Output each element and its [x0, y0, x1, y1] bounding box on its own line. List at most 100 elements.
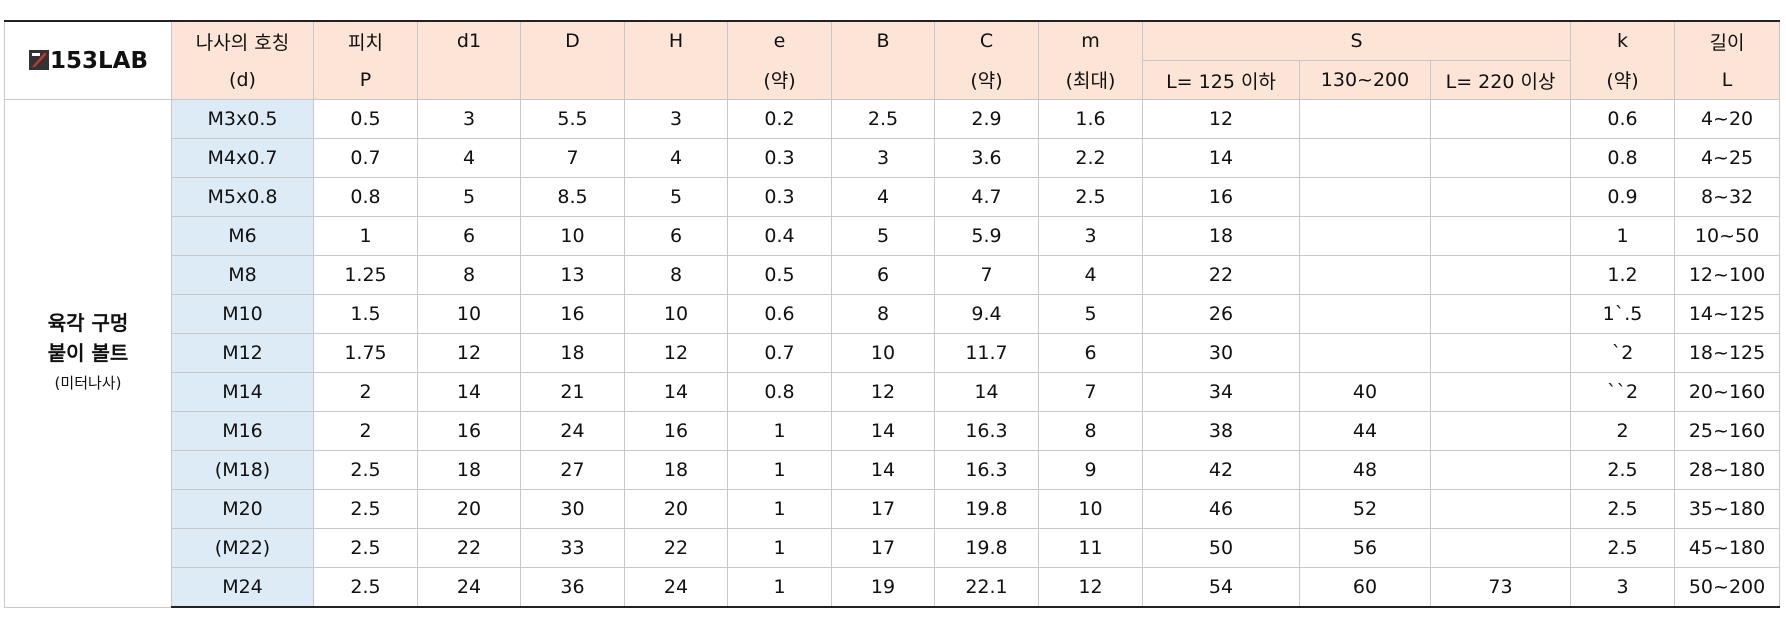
table-cell: 6: [1038, 333, 1143, 373]
table-cell: 8: [1038, 411, 1143, 451]
header-cell: 나사의 호칭: [171, 20, 314, 61]
table-row: M4x0.7 0.7 4 7 4 0.3 3 3.6 2.2 14 0.8 4~25: [5, 138, 1781, 178]
table-cell: 5: [417, 177, 521, 217]
table-cell: [1429, 294, 1572, 334]
table-cell: 0.8: [1570, 138, 1676, 178]
header-cell: D: [520, 20, 625, 61]
table-cell: [1429, 411, 1572, 451]
table-cell: 24: [417, 567, 521, 608]
table-cell: 4: [417, 138, 521, 178]
table-cell: 0.7: [313, 138, 418, 178]
table-cell: 4: [624, 138, 728, 178]
table-cell: [1429, 138, 1572, 178]
table-cell: 40: [1299, 372, 1431, 412]
table-cell: [1429, 99, 1572, 139]
table-cell: 9.4: [934, 294, 1039, 334]
table-cell: 8: [417, 255, 521, 295]
table-cell: 16.3: [934, 411, 1039, 451]
header-subcell: (약): [1570, 60, 1676, 100]
table-cell: 10: [520, 216, 625, 256]
table-cell: 3: [1038, 216, 1143, 256]
table-row: 육각 구멍 붙이 볼트 (미터나사) M3x0.5 0.5 3 5.5 3 0.2 2.5 2.9 1…: [4, 99, 1781, 608]
table-cell: 73: [1429, 567, 1572, 608]
table-cell: 18: [1142, 216, 1300, 256]
table-cell: 1: [727, 567, 832, 608]
table-cell: 3: [624, 99, 728, 139]
table-cell: [1299, 177, 1431, 217]
table-row: (M18) 2.5 18 27 18 1 14 16.3 9 42 48 2.5 28~180: [5, 450, 1781, 490]
table-cell: 10: [1038, 489, 1143, 529]
table-cell: [1429, 255, 1572, 295]
thread-name: M6: [171, 216, 314, 256]
table-cell: 0.8: [313, 177, 418, 217]
table-cell: 22.1: [934, 567, 1039, 608]
table-cell: 5: [1038, 294, 1143, 334]
thread-name: M16: [171, 411, 314, 451]
logo-text: 153LAB: [50, 47, 148, 74]
table-cell: 16: [1142, 177, 1300, 217]
table-cell: [1429, 333, 1572, 373]
table-cell: 48: [1299, 450, 1431, 490]
table-cell: 1: [727, 450, 832, 490]
table-cell: 35~180: [1674, 489, 1781, 529]
table-cell: 2: [313, 411, 418, 451]
table-cell: 2.5: [313, 528, 418, 568]
table-cell: 2.5: [1038, 177, 1143, 217]
logo-cell: 153LAB: [4, 20, 172, 100]
table-cell: 0.8: [727, 372, 832, 412]
table-cell: 1: [1570, 216, 1676, 256]
table-cell: [1299, 138, 1431, 178]
table-cell: 18: [520, 333, 625, 373]
table-cell: 0.6: [1570, 99, 1676, 139]
table-cell: 6: [624, 216, 728, 256]
table-cell: 33: [520, 528, 625, 568]
table-cell: 18: [624, 450, 728, 490]
table-cell: 50~200: [1674, 567, 1781, 608]
table-cell: 1.75: [313, 333, 418, 373]
table-cell: 3: [831, 138, 935, 178]
table-row: M12 1.75 12 18 12 0.7 10 11.7 6 30 `2 18~125: [5, 333, 1781, 373]
table-cell: 16: [624, 411, 728, 451]
header-cell: C: [934, 20, 1039, 61]
table-row: M16 2 16 24 16 1 14 16.3 8 38 44 2 25~160: [5, 411, 1781, 451]
thread-name: M24: [171, 567, 314, 608]
table-cell: 5: [624, 177, 728, 217]
table-cell: 52: [1299, 489, 1431, 529]
table-cell: ``2: [1570, 372, 1676, 412]
header-cell: H: [624, 20, 728, 61]
table-cell: 0.6: [727, 294, 832, 334]
table-cell: 22: [417, 528, 521, 568]
category-note: (미터나사): [54, 374, 122, 393]
header-subcell: (약): [934, 60, 1039, 100]
header-cell: d1: [417, 20, 521, 61]
table-cell: `2: [1570, 333, 1676, 373]
table-cell: 11: [1038, 528, 1143, 568]
table-row: M20 2.5 20 30 20 1 17 19.8 10 46 52 2.5 35~180: [5, 489, 1781, 529]
table-cell: [1299, 99, 1431, 139]
table-cell: [1429, 450, 1572, 490]
table-cell: 5.9: [934, 216, 1039, 256]
thread-name: (M18): [171, 450, 314, 490]
table-cell: 28~180: [1674, 450, 1781, 490]
table-cell: 5.5: [520, 99, 625, 139]
thread-name: M10: [171, 294, 314, 334]
table-cell: 17: [831, 528, 935, 568]
table-cell: 2: [313, 372, 418, 412]
thread-name: M14: [171, 372, 314, 412]
table-row: M8 1.25 8 13 8 0.5 6 7 4 22 1.2 12~100: [5, 255, 1781, 295]
table-cell: 14~125: [1674, 294, 1781, 334]
table-cell: 30: [520, 489, 625, 529]
header-cell: 피치: [313, 20, 418, 61]
table-cell: 0.4: [727, 216, 832, 256]
table-cell: 3: [1570, 567, 1676, 608]
header-subcell: [520, 60, 625, 100]
table-cell: 14: [934, 372, 1039, 412]
table-cell: 50: [1142, 528, 1300, 568]
table-cell: 8: [624, 255, 728, 295]
table-cell: 10: [624, 294, 728, 334]
table-cell: 16: [520, 294, 625, 334]
header-subcell: (약): [727, 60, 832, 100]
table-cell: 2.5: [313, 450, 418, 490]
